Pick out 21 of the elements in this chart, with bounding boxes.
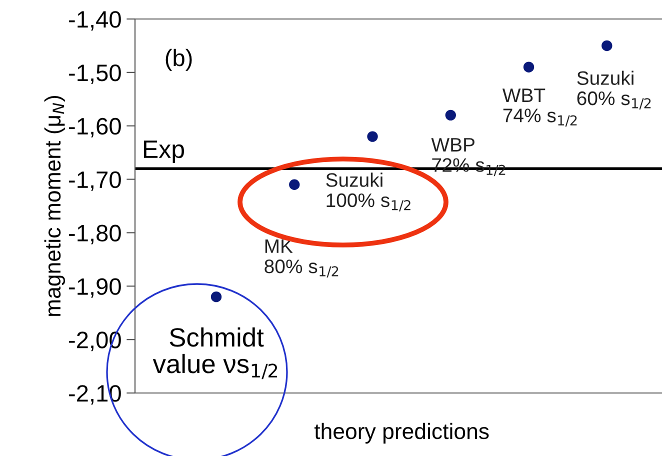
point (523, 62, 534, 72)
data-label: Suzuki 100% s$_{1/2}$ (326, 172, 410, 212)
data-label: Suzuki 60% s$_{1/2}$ (577, 70, 651, 110)
y-tick-label: -1,40 (69, 11, 121, 31)
y-tick-label: -1,70 (69, 171, 121, 191)
y-tick-label: -1,50 (69, 64, 121, 84)
y-axis-title: magnetic moment (μ$_{N}$) (44, 96, 66, 316)
data-label: MK 80% s$_{1/2}$ (264, 240, 338, 278)
y-tick-label: -1,60 (69, 118, 121, 138)
y-tick-label: -1,90 (69, 278, 121, 298)
point (445, 110, 456, 121)
x-axis-title: theory predictions (314, 422, 489, 444)
data-label: WBT 74% s$_{1/2}$ (502, 88, 577, 127)
point (289, 179, 300, 190)
point (367, 131, 378, 142)
data-label: Schmidt value νs$_{1/2}$ (152, 327, 278, 380)
point (602, 40, 612, 52)
annotation: (b) (166, 48, 192, 71)
ref-line-label: Exp (144, 140, 184, 164)
point (210, 291, 222, 302)
y-tick-label: -1,80 (69, 224, 121, 244)
